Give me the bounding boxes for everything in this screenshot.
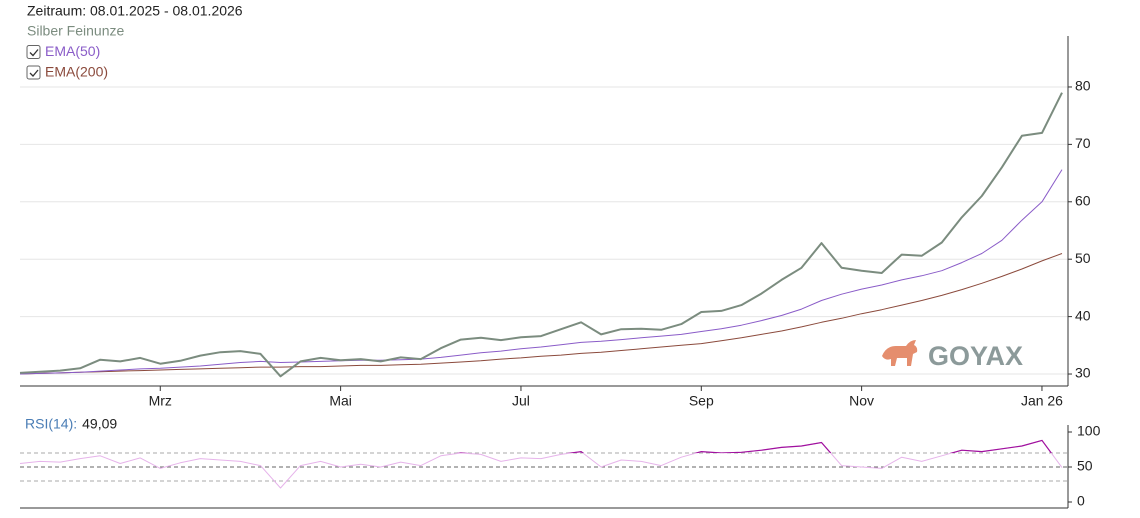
watermark: GOYAX (928, 341, 1023, 371)
y-tick-label: 80 (1075, 78, 1091, 94)
x-tick-label: Jan 26 (1021, 393, 1063, 409)
logo: GOYAX (882, 340, 1023, 371)
legend-checkbox[interactable] (26, 45, 41, 59)
legend-checkbox[interactable] (26, 65, 41, 80)
y-tick-label: 40 (1075, 307, 1091, 323)
x-tick-label: Jul (512, 393, 530, 409)
x-tick-label: Mrz (149, 393, 172, 409)
series-line (19, 253, 1063, 375)
legend-check (29, 69, 39, 77)
y-tick-label: 50 (1075, 250, 1091, 266)
y-tick-label: 60 (1075, 192, 1091, 208)
legend-check (29, 49, 39, 57)
rsi-current-value: 49,09 (82, 416, 117, 432)
x-tick-label: Nov (849, 393, 874, 409)
x-tick-label: Mai (329, 393, 352, 409)
y-tick-label: 70 (1075, 135, 1091, 151)
x-tick-label: Sep (689, 393, 714, 409)
legend-label: EMA(50) (45, 43, 100, 59)
y-tick-label: 50 (1077, 458, 1093, 474)
legend-label: EMA(200) (45, 64, 108, 80)
series-line (19, 439, 1063, 489)
period-title: Zeitraum: 08.01.2025 - 08.01.2026 (27, 3, 243, 19)
y-tick-label: 100 (1077, 423, 1101, 439)
series-line (19, 92, 1063, 378)
legend-label: Silber Feinunze (27, 23, 124, 39)
y-tick-label: 0 (1077, 493, 1085, 509)
series-line (19, 169, 1063, 375)
rsi-label: RSI(14): (25, 416, 77, 432)
y-tick-label: 30 (1075, 365, 1091, 381)
